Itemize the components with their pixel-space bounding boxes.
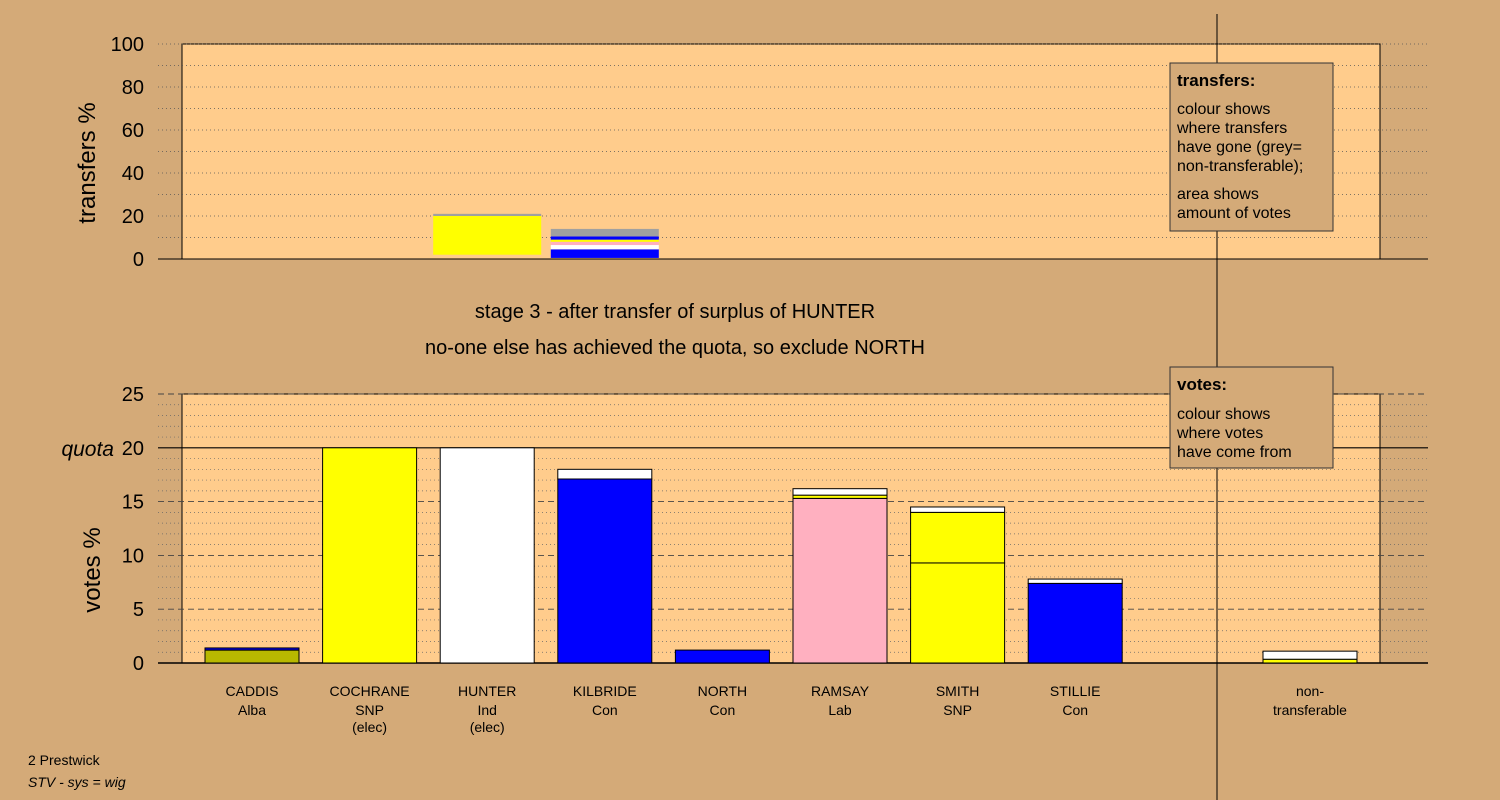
- candidate-name: COCHRANE: [330, 683, 410, 699]
- transfer-bar-segment: [433, 213, 542, 216]
- candidate-name: STILLIE: [1050, 683, 1101, 699]
- vote-bar-segment: [674, 649, 770, 664]
- candidate-party: Con: [1062, 702, 1088, 718]
- candidate-party: Con: [710, 702, 736, 718]
- candidate-name: NORTH: [698, 683, 748, 699]
- transfers-legend-text: non-transferable);: [1177, 158, 1303, 175]
- candidate-party: SNP: [943, 702, 972, 718]
- transfer-bar-segment: [550, 241, 659, 246]
- constituency-label: 2 Prestwick: [28, 752, 100, 768]
- vote-bar-segment: [557, 468, 653, 480]
- transfers-legend-title: transfers:: [1177, 71, 1255, 90]
- votes-legend-box: [1169, 366, 1334, 469]
- votes-legend-text: have come from: [1177, 444, 1292, 461]
- vote-bar-segment: [792, 488, 888, 496]
- non-transferable-bar-segment: [1262, 658, 1358, 664]
- candidate-party: Lab: [828, 702, 852, 718]
- transfers-tick-label: 20: [122, 206, 144, 228]
- candidate-party: Con: [592, 702, 618, 718]
- transfers-tick-label: 80: [122, 77, 144, 99]
- transfer-bar-segment: [550, 236, 659, 240]
- candidate-name: KILBRIDE: [573, 683, 637, 699]
- transfers-legend-box: [1169, 62, 1334, 232]
- system-label: STV - sys = wig: [28, 774, 126, 790]
- votes-tick-label: 15: [122, 492, 144, 514]
- transfers-legend-text: amount of votes: [1177, 205, 1291, 222]
- transfers-legend-text: have gone (grey=: [1177, 139, 1302, 156]
- transfer-bar-segment: [550, 239, 659, 242]
- candidate-status: (elec): [470, 719, 505, 735]
- non-transferable-label: non-: [1296, 683, 1324, 699]
- transfers-legend-text: where transfers: [1176, 120, 1287, 137]
- vote-bar-segment: [557, 478, 653, 664]
- vote-bar-segment: [204, 647, 300, 651]
- vote-bar-segment: [910, 562, 1006, 664]
- votes-tick-label: 25: [122, 384, 144, 406]
- candidate-name: HUNTER: [458, 683, 516, 699]
- transfers-legend-text: colour shows: [1177, 101, 1270, 118]
- transfers-axis-label: transfers %: [74, 102, 101, 223]
- transfers-legend-text: area shows: [1177, 186, 1259, 203]
- candidate-party: SNP: [355, 702, 384, 718]
- candidate-party: Ind: [477, 702, 496, 718]
- votes-tick-label: 20: [122, 438, 144, 460]
- vote-bar-segment: [910, 511, 1006, 564]
- vote-bar-segment: [1027, 578, 1123, 584]
- votes-tick-label: 10: [122, 545, 144, 567]
- transfers-tick-label: 0: [133, 249, 144, 271]
- candidate-party: Alba: [238, 702, 266, 718]
- candidate-name: RAMSAY: [811, 683, 870, 699]
- vote-bar-segment: [322, 447, 418, 664]
- transfers-tick-label: 40: [122, 163, 144, 185]
- candidate-name: SMITH: [936, 683, 980, 699]
- vote-bar-segment: [792, 497, 888, 664]
- action-caption: no-one else has achieved the quota, so e…: [425, 337, 925, 359]
- candidate-name: CADDIS: [226, 683, 279, 699]
- transfer-bar-segment: [550, 245, 659, 250]
- stage-caption: stage 3 - after transfer of surplus of H…: [475, 301, 875, 323]
- votes-legend-text: colour shows: [1177, 406, 1270, 423]
- transfers-tick-label: 100: [111, 34, 144, 56]
- transfer-bar-segment: [433, 216, 542, 255]
- transfers-tick-label: 60: [122, 120, 144, 142]
- non-transferable-bar-segment: [1262, 650, 1358, 660]
- vote-bar-segment: [910, 506, 1006, 513]
- votes-legend-title: votes:: [1177, 375, 1227, 394]
- quota-label: quota: [61, 438, 114, 461]
- vote-bar-segment: [1027, 582, 1123, 664]
- candidate-status: (elec): [352, 719, 387, 735]
- non-transferable-label: transferable: [1273, 702, 1347, 718]
- transfer-bar-segment: [550, 249, 659, 258]
- vote-bar-segment: [439, 447, 535, 664]
- transfer-bar-segment: [550, 228, 659, 237]
- votes-axis-label: votes %: [79, 527, 106, 612]
- vote-bar-segment: [204, 649, 300, 664]
- votes-tick-label: 0: [133, 653, 144, 675]
- votes-tick-label: 5: [133, 599, 144, 621]
- votes-legend-text: where votes: [1176, 425, 1263, 442]
